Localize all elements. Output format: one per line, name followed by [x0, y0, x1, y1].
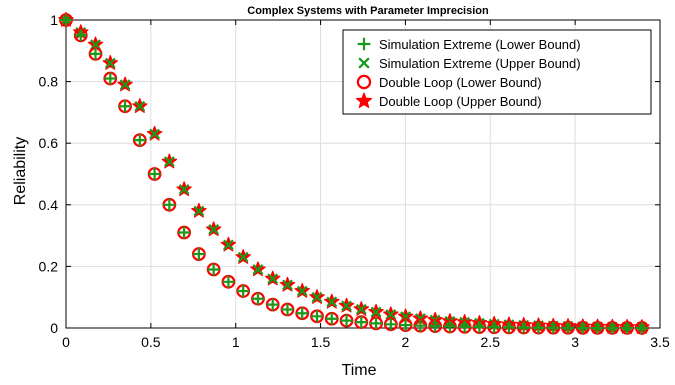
x-tick-label: 2.5 [481, 334, 501, 350]
data-point-plus [473, 321, 486, 334]
data-point-plus [458, 320, 471, 333]
data-point-plus [60, 14, 72, 26]
data-point-plus [517, 321, 530, 334]
legend-marker-plus [357, 37, 371, 51]
data-point-plus [325, 312, 338, 325]
data-point-plus [281, 303, 294, 316]
data-point-plus [178, 226, 191, 239]
data-point-plus [251, 292, 264, 305]
data-point-plus [355, 316, 368, 329]
data-point-x [311, 291, 323, 303]
data-point-plus [414, 319, 427, 332]
data-point-plus [104, 72, 117, 85]
x-axis-ticks: 0 0.5 1 1.5 2 2.5 3 3.5 [62, 20, 670, 350]
data-point-x [178, 184, 190, 195]
x-tick-label: 1.5 [311, 334, 331, 350]
data-point-plus [148, 168, 161, 180]
data-point-x [282, 279, 293, 291]
y-tick-label: 0.2 [39, 258, 59, 274]
x-tick-label: 3 [571, 334, 579, 350]
data-point-plus [606, 321, 619, 334]
chart-title: Complex Systems with Parameter Imprecisi… [247, 5, 489, 17]
legend-marker-star [355, 92, 373, 108]
data-point-x [119, 79, 131, 91]
data-point-plus [576, 321, 589, 334]
data-point-plus [119, 100, 132, 113]
data-point-plus [399, 319, 412, 332]
data-point-plus [547, 321, 560, 334]
data-point-plus [340, 314, 353, 327]
data-point-plus [163, 198, 176, 211]
data-point-x [237, 251, 249, 263]
data-point-plus [502, 321, 515, 334]
x-tick-label: 0.5 [141, 334, 161, 350]
data-point-x [296, 285, 308, 297]
data-point-x [149, 128, 160, 140]
x-axis-label: Time [342, 362, 377, 379]
data-point-plus [621, 321, 634, 334]
data-point-plus [370, 317, 383, 330]
data-point-plus [222, 275, 235, 288]
legend-marker-circle [356, 74, 372, 90]
data-point-plus [237, 285, 250, 298]
data-point-plus [635, 321, 648, 334]
data-point-x [208, 224, 220, 235]
data-point-x [134, 100, 146, 112]
legend-box [342, 29, 652, 115]
data-point-plus [562, 321, 575, 334]
data-point-plus [384, 318, 397, 331]
data-point-plus [311, 310, 324, 323]
y-axis-label: Reliability [12, 137, 29, 205]
y-tick-label: 1 [50, 12, 58, 28]
data-point-x [341, 300, 352, 312]
x-tick-label: 1 [232, 334, 240, 350]
y-tick-label: 0.6 [39, 135, 59, 151]
legend-marker-x [358, 57, 370, 69]
y-tick-label: 0.8 [39, 74, 59, 90]
x-tick-label: 2 [402, 334, 410, 350]
data-point-plus [266, 298, 279, 311]
data-point-x [267, 273, 279, 285]
data-point-plus [133, 134, 146, 147]
data-point-x [104, 57, 116, 69]
y-tick-label: 0.4 [39, 197, 59, 213]
data-point-plus [207, 263, 220, 276]
data-point-plus [429, 320, 442, 333]
y-axis-ticks: 0 0.2 0.4 0.6 0.8 1 [39, 12, 660, 336]
data-point-x [223, 239, 234, 251]
data-point-plus [192, 248, 205, 261]
y-tick-label: 0 [50, 320, 58, 336]
x-tick-label: 0 [62, 334, 70, 350]
data-point-plus [89, 47, 102, 60]
data-point-plus [532, 321, 545, 334]
legend: Simulation Extreme (Lower Bound) Simulati… [342, 29, 652, 115]
data-markers [58, 11, 650, 335]
data-point-plus [296, 307, 309, 320]
data-point-plus [591, 321, 604, 334]
data-point-x [355, 303, 367, 315]
legend-label: Simulation Extreme (Upper Bound) [379, 56, 581, 71]
data-point-x [193, 205, 205, 217]
data-point-plus [488, 321, 501, 334]
data-point-x [163, 156, 175, 168]
x-tick-label: 3.5 [650, 334, 670, 350]
legend-label: Simulation Extreme (Lower Bound) [379, 37, 581, 52]
data-point-x [385, 309, 397, 320]
data-point-plus [443, 320, 456, 333]
data-point-x [370, 306, 382, 318]
legend-label: Double Loop (Upper Bound) [379, 94, 542, 109]
data-point-x [252, 264, 264, 275]
data-point-plus [74, 29, 87, 42]
legend-label: Double Loop (Lower Bound) [379, 75, 542, 90]
data-point-x [326, 296, 338, 308]
